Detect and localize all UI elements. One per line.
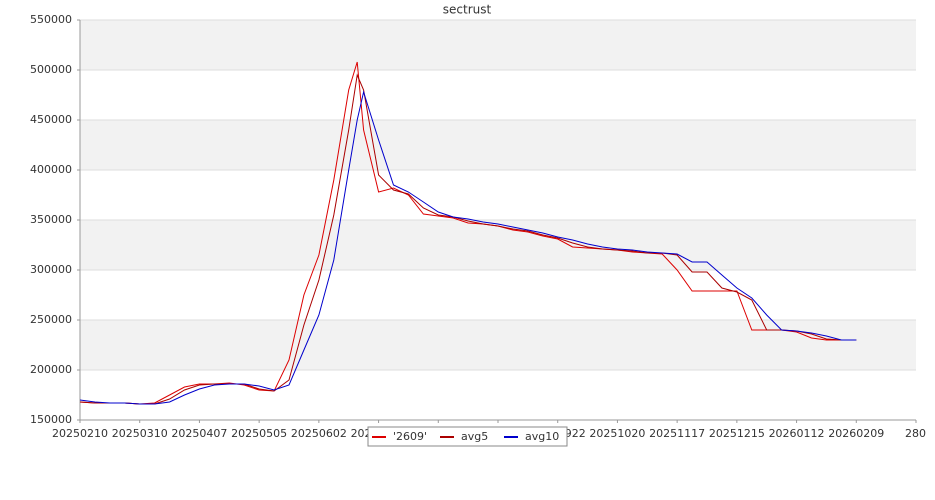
y-tick-label: 500000 <box>30 63 72 76</box>
x-tick-label: 20250407 <box>171 427 227 440</box>
y-tick-label: 150000 <box>30 413 72 426</box>
y-tick-label: 200000 <box>30 363 72 376</box>
x-tick-label: 20250505 <box>231 427 287 440</box>
legend-label: '2609' <box>393 430 427 443</box>
legend-box <box>367 426 568 447</box>
x-tick-label: 280 <box>905 427 926 440</box>
x-tick-label: 20250310 <box>112 427 168 440</box>
grid-band <box>80 320 916 370</box>
series-line <box>79 73 857 405</box>
y-tick-label: 250000 <box>30 313 72 326</box>
x-tick-label: 20250602 <box>291 427 347 440</box>
legend: '2609' avg5 avg10 <box>367 426 568 447</box>
grid-band <box>80 220 916 270</box>
legend-label: avg10 <box>525 430 559 443</box>
x-tick-label: 20251215 <box>709 427 765 440</box>
y-tick-label: 350000 <box>30 213 72 226</box>
y-tick-label: 400000 <box>30 163 72 176</box>
grid-band <box>80 20 916 70</box>
y-tick-label: 300000 <box>30 263 72 276</box>
x-tick-label: 20251117 <box>649 427 705 440</box>
y-tick-label: 450000 <box>30 113 72 126</box>
x-tick-label: 20250210 <box>52 427 108 440</box>
grid-band <box>80 120 916 170</box>
series-line <box>79 90 857 405</box>
x-tick-label: 20260112 <box>769 427 825 440</box>
plot-background <box>80 20 916 370</box>
x-tick-label: 20251020 <box>589 427 645 440</box>
y-tick-label: 550000 <box>30 13 72 26</box>
legend-label: avg5 <box>461 430 488 443</box>
chart-title: sectrust <box>443 3 492 17</box>
x-tick-label: 20260209 <box>828 427 884 440</box>
